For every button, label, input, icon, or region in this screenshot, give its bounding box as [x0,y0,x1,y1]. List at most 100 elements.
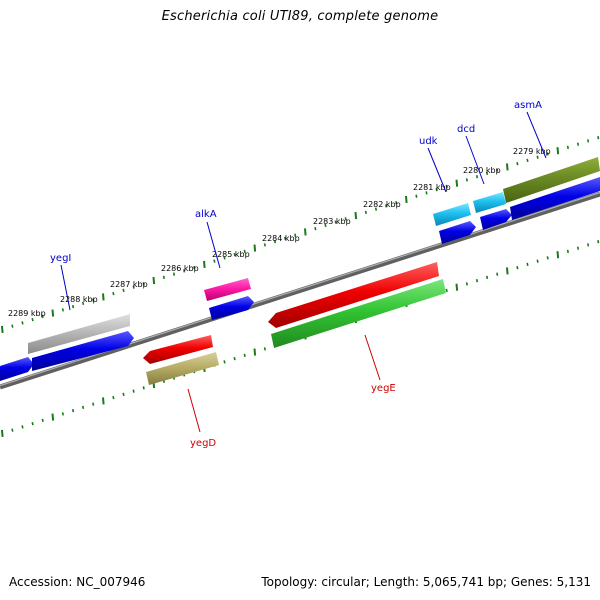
scale-tick [142,282,145,286]
scale-tick [273,239,277,244]
scale-label-2289: 2289 kbp [8,309,46,318]
scale-tick [31,421,34,426]
scale-tick [385,204,388,208]
scale-tick [334,220,337,224]
forward-genes [0,157,600,381]
scale-tick [61,308,64,312]
reverse-genes [143,262,446,385]
scale-tick [31,317,34,322]
gene-label-alkA[interactable]: alkA [195,209,217,220]
scale-tick [486,275,489,280]
scale-label-2279: 2279 kbp [513,147,551,156]
scale-tick [284,236,287,241]
scale-tick [152,277,156,285]
scale-tick [314,226,317,231]
scale-tick [536,155,539,159]
scale-tick [587,243,590,247]
scale-tick [526,262,529,267]
scale-tick [112,395,115,400]
scale-tick [576,246,580,250]
scale-tick [374,207,378,211]
scale-label-2287: 2287 kbp [110,280,148,289]
gene-arrow-right-blue[interactable] [510,177,600,220]
scale-tick [61,412,64,416]
gene-arrow-yegD[interactable] [143,335,213,364]
scale-tick [213,259,216,263]
scale-tick [486,171,489,176]
scale-tick [71,408,75,413]
gene-label-yegI[interactable]: yegI [50,253,71,264]
outer-scale-ticks [1,136,600,333]
gene-arrow-yegI[interactable] [32,331,134,371]
gene-arrow-alkA[interactable] [204,278,251,301]
scale-tick [455,283,459,291]
scale-tick [546,256,549,260]
scale-label-2283: 2283 kbp [313,217,351,226]
gene-label-asmA[interactable]: asmA [514,100,542,111]
gene-labels: yegI alkA udk dcd asmA yegD yegE [50,100,542,449]
scale-tick [496,272,499,276]
scale-tick [324,223,327,228]
scale-tick [445,288,448,293]
gene-arrow-dcd[interactable] [473,192,506,213]
gene-arrow-dcd-blue[interactable] [480,209,512,230]
scale-tick [41,314,44,319]
scale-label-2288: 2288 kbp [60,295,98,304]
scale-tick [546,152,549,156]
gene-label-yegD[interactable]: yegD [190,438,216,449]
map-title: Escherichia coli UTI89, complete genome [161,9,439,24]
gene-label-dcd[interactable]: dcd [457,124,475,135]
scale-tick [455,179,459,187]
gene-arrow-asmA[interactable] [503,157,600,203]
scale-tick [253,348,257,356]
scale-label-2282: 2282 kbp [363,200,401,209]
gene-arrow-khaki[interactable] [146,352,219,385]
scale-tick [233,356,236,361]
scale-tick [223,256,226,260]
scale-tick [21,425,24,429]
scale-tick [162,275,165,280]
gene-arrow-alkA-blue[interactable] [209,296,254,320]
scale-tick [183,269,186,273]
gene-arrow-udk-blue[interactable] [439,221,476,244]
gene-label-udk[interactable]: udk [419,136,438,147]
gene-label-yegE[interactable]: yegE [371,383,396,394]
scale-tick [475,175,479,179]
scale-tick [445,184,448,189]
scale-tick [102,397,105,405]
scale-tick [51,309,55,317]
scale-tick [566,145,569,150]
scale-tick [82,405,85,410]
scale-tick [172,272,176,276]
genome-summary-text: Topology: circular; Length: 5,065,741 bp… [261,575,591,589]
scale-label-2285: 2285 kbp [212,250,250,259]
scale-tick [132,285,135,289]
scale-tick [1,325,4,333]
scale-tick [243,249,246,254]
scale-tick [1,429,4,437]
scale-tick [516,266,519,270]
scale-tick [526,158,529,163]
backbone [0,191,600,390]
gene-arrow-yegE-green[interactable] [271,279,446,348]
scale-tick [597,240,600,244]
scale-tick [496,168,499,172]
gene-arrow-gray[interactable] [28,314,130,354]
scale-label-2281: 2281 kbp [413,183,451,192]
scale-label-2280: 2280 kbp [463,166,501,175]
scale-tick [364,210,367,215]
scale-tick [425,191,428,195]
scale-tick [566,249,569,254]
scale-tick [82,301,85,306]
gene-arrow-udk[interactable] [433,203,471,226]
gene-arrow-yegE-red[interactable] [268,262,439,328]
scale-tick [233,252,236,257]
scale-tick [122,392,125,397]
scale-tick [597,136,600,140]
scale-tick [11,324,14,328]
scale-tick [263,243,266,247]
gene-arrow-left-edge[interactable] [0,357,34,381]
scale-tick [243,353,246,358]
